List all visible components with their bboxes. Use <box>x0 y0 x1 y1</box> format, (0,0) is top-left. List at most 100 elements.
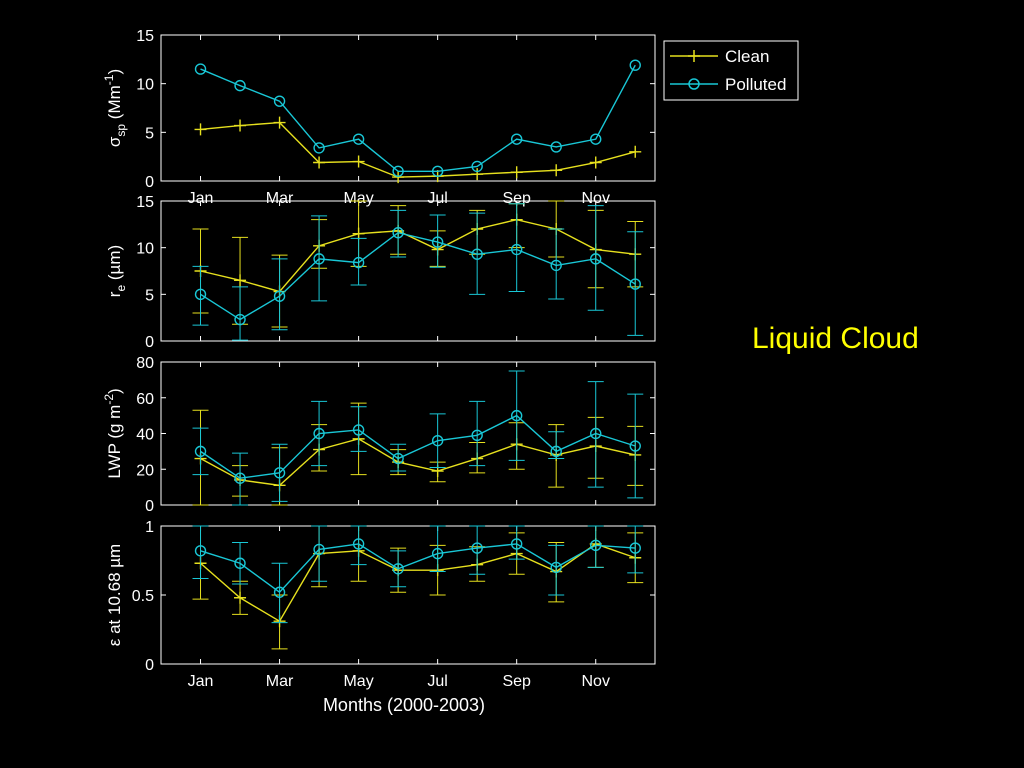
data-point-clean <box>234 274 247 287</box>
data-point-polluted <box>510 538 523 550</box>
series-line-clean <box>200 543 636 623</box>
data-point-polluted <box>510 409 523 422</box>
y-label-end: ) <box>105 388 124 394</box>
panel-lwp: 0 20 40 60 80 LWP (g m-2) <box>102 355 656 515</box>
data-point-clean <box>589 156 602 169</box>
series-clean <box>194 116 642 184</box>
y-tick-label: 40 <box>136 427 154 444</box>
data-point-clean <box>194 123 207 136</box>
y-tick-label: 15 <box>136 28 154 45</box>
series-line-polluted <box>200 414 636 479</box>
legend: Clean Polluted <box>663 40 799 101</box>
data-point-polluted <box>590 539 602 552</box>
data-point-clean <box>510 166 523 179</box>
data-point-clean <box>234 591 247 604</box>
series-line-polluted <box>200 64 636 172</box>
data-point-polluted <box>234 557 246 569</box>
data-point-clean <box>392 171 405 184</box>
side-title: Liquid Cloud <box>752 322 919 355</box>
panel-emissivity: 0 0.5 1 Jan Mar May Jul Sep Nov ε at 10.68 µm <box>105 519 656 690</box>
data-point-polluted <box>313 427 325 440</box>
y-axis-label: LWP (g m-2) <box>102 388 124 478</box>
data-point-polluted <box>234 472 246 484</box>
x-axis-title: Months (2000-2003) <box>323 695 485 715</box>
plot-frame <box>160 34 656 182</box>
data-point-clean <box>550 164 563 177</box>
data-point-polluted <box>392 227 404 239</box>
data-point-polluted <box>471 542 483 554</box>
y-label-rest: (Mm <box>105 85 124 124</box>
plot-frame <box>160 200 656 342</box>
x-tick-label: Mar <box>266 673 294 690</box>
y-label-main: LWP (g m <box>105 405 124 479</box>
y-tick-label: 10 <box>136 241 154 258</box>
series-line-polluted <box>200 543 636 594</box>
data-point-polluted <box>352 256 365 269</box>
legend-clean-label: Clean <box>725 47 769 66</box>
legend-clean-marker <box>688 50 700 62</box>
data-point-polluted <box>550 141 562 153</box>
series-polluted <box>192 525 644 624</box>
data-point-polluted <box>273 95 286 107</box>
panel-re: 0 5 10 15 re (µm) <box>105 194 656 351</box>
data-point-polluted <box>273 586 286 598</box>
y-label-sub: e <box>114 285 128 292</box>
y-tick-label: 0 <box>145 334 154 351</box>
legend-box <box>663 40 799 101</box>
data-point-polluted <box>471 248 483 260</box>
y-tick-label: 0 <box>145 174 154 191</box>
data-point-polluted <box>550 259 562 272</box>
data-point-polluted <box>273 290 286 302</box>
x-tick-label: May <box>343 673 373 690</box>
x-tick-label: Mar <box>266 190 294 207</box>
series-clean <box>192 525 644 650</box>
x-tick-label: Jan <box>188 673 214 690</box>
series-line-clean <box>200 438 636 487</box>
data-point-polluted <box>234 79 246 92</box>
series-line-clean <box>200 218 636 293</box>
series-polluted <box>194 59 641 177</box>
series-polluted <box>192 370 644 506</box>
data-point-polluted <box>313 142 325 154</box>
data-point-polluted <box>510 243 523 256</box>
series-line-polluted <box>200 231 636 321</box>
data-point-polluted <box>313 253 325 265</box>
x-tick-label: Jul <box>427 190 447 207</box>
x-tick-label: Nov <box>581 190 609 207</box>
data-point-clean <box>313 156 326 169</box>
y-tick-label: 10 <box>136 77 154 94</box>
data-point-polluted <box>550 561 562 574</box>
y-tick-label: 0 <box>145 657 154 674</box>
data-point-polluted <box>471 160 483 173</box>
data-point-polluted <box>431 165 444 177</box>
series-clean <box>192 402 644 506</box>
data-point-clean <box>234 119 247 132</box>
data-point-polluted <box>471 429 483 441</box>
data-point-polluted <box>431 434 444 447</box>
x-tick-label: Sep <box>502 673 531 690</box>
y-tick-label: 20 <box>136 462 154 479</box>
data-point-polluted <box>629 440 641 452</box>
y-tick-label: 5 <box>145 287 154 304</box>
data-point-polluted <box>194 288 207 301</box>
y-tick-label: 60 <box>136 391 154 408</box>
data-point-clean <box>352 155 365 168</box>
data-point-polluted <box>590 427 602 440</box>
y-tick-label: 0 <box>145 498 154 515</box>
y-label-end: ) <box>105 69 124 75</box>
plot-frame <box>160 525 656 665</box>
data-point-polluted <box>392 165 404 177</box>
panel-sigma: 0 5 10 15 Jan Mar May Jul Sep Nov σsp (Mm-1) <box>102 28 656 207</box>
data-point-polluted <box>352 424 365 436</box>
y-axis-label: σsp (Mm-1) <box>102 69 128 147</box>
x-tick-label: Jul <box>427 673 447 690</box>
x-tick-label: Jan <box>188 190 214 207</box>
y-label-sup: -2 <box>102 394 116 405</box>
y-label-sub: sp <box>114 124 128 137</box>
x-tick-label: Nov <box>581 673 609 690</box>
x-tick-label: Sep <box>502 190 531 207</box>
y-label-main: ε at 10.68 µm <box>105 544 124 646</box>
data-point-polluted <box>550 445 562 458</box>
data-point-clean <box>352 227 365 240</box>
